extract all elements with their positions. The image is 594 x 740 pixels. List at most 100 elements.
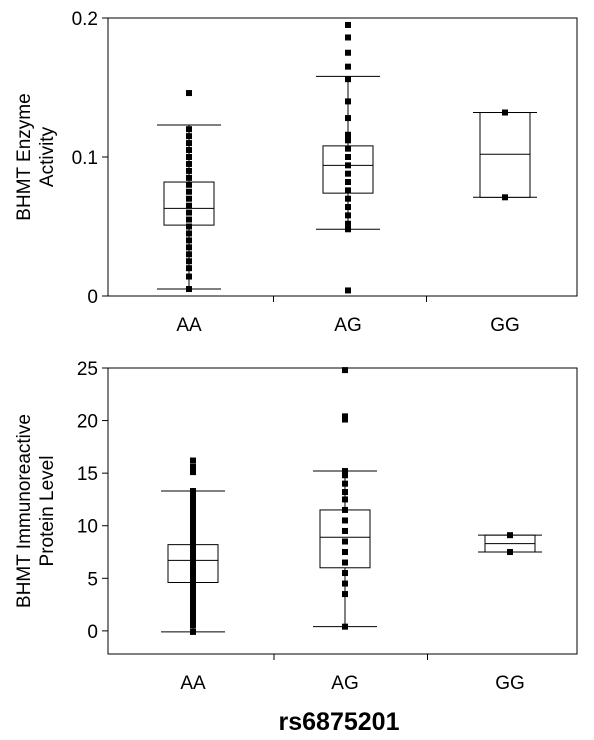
data-point: [186, 147, 192, 154]
data-point: [190, 512, 196, 519]
data-point: [186, 160, 192, 167]
data-point: [186, 167, 192, 174]
y-tick-label: 0: [87, 287, 98, 308]
data-point: [342, 623, 348, 630]
data-point: [190, 617, 196, 624]
x-tick-label: AG: [331, 673, 358, 694]
data-point: [345, 162, 351, 169]
data-point: [186, 154, 192, 160]
y-tick-label: 15: [77, 464, 98, 485]
data-point: [186, 133, 192, 140]
data-point: [186, 188, 192, 195]
data-point: [342, 480, 348, 487]
data-point: [190, 506, 196, 513]
enzyme-activity-panel: 0 0.1 0.2 AA AG GG BHMT Enzyme Activity: [14, 9, 578, 336]
x-tick-label: GG: [490, 315, 520, 336]
data-point: [186, 140, 192, 147]
data-point: [342, 538, 348, 545]
box-gg: [473, 109, 537, 201]
data-point: [342, 517, 348, 524]
y-tick-label: 0.2: [72, 9, 98, 30]
data-point: [345, 195, 351, 202]
box-gg: [478, 532, 542, 556]
data-point: [186, 273, 192, 280]
data-point: [345, 179, 351, 186]
data-point: [190, 580, 196, 587]
data-point: [190, 549, 196, 556]
data-point: [342, 570, 348, 577]
data-point: [190, 533, 196, 540]
data-point: [190, 491, 196, 498]
data-point: [186, 209, 192, 216]
data-point: [342, 506, 348, 513]
data-point: [345, 287, 351, 294]
data-point: [186, 90, 192, 97]
data-point: [190, 469, 196, 476]
data-point: [186, 251, 192, 258]
data-point: [186, 258, 192, 265]
data-point: [190, 554, 196, 561]
protein-level-panel: 0 5 10 15 20 25 AA AG GG BHMT Immunoreactive Prote…: [14, 359, 578, 694]
data-point: [190, 606, 196, 613]
y-axis-label-line: Activity: [37, 126, 58, 187]
data-point: [345, 154, 351, 160]
data-point: [190, 517, 196, 524]
data-point: [345, 137, 351, 144]
iqr-box: [322, 145, 374, 194]
y-axis-label-line: BHMT Immunoreactive: [14, 414, 35, 608]
data-point: [345, 212, 351, 219]
data-point: [190, 522, 196, 529]
x-tick-label: GG: [495, 673, 525, 694]
data-point: [345, 76, 351, 83]
data-point: [186, 202, 192, 209]
data-point: [342, 468, 348, 475]
data-point: [190, 538, 196, 545]
y-tick-label: 25: [77, 359, 98, 380]
data-point: [345, 226, 351, 233]
data-point: [345, 115, 351, 122]
data-point: [345, 145, 351, 152]
x-tick-label: AA: [176, 315, 202, 336]
data-point: [345, 63, 351, 70]
data-point: [190, 612, 196, 619]
iqr-box: [479, 112, 531, 198]
x-tick-label: AG: [334, 315, 361, 336]
data-point: [502, 194, 508, 201]
data-point: [342, 472, 348, 479]
data-point: [190, 570, 196, 577]
data-point: [345, 170, 351, 177]
data-point: [190, 564, 196, 571]
data-point: [507, 532, 513, 539]
y-axis-label: BHMT Immunoreactive Protein Level: [14, 414, 58, 608]
figure-xlabel: rs6875201: [279, 708, 400, 736]
data-point: [502, 109, 508, 116]
data-point: [342, 549, 348, 556]
data-point: [190, 527, 196, 534]
data-point: [342, 559, 348, 566]
y-tick-label: 5: [87, 569, 98, 590]
data-point: [190, 501, 196, 508]
data-point: [190, 496, 196, 503]
data-point: [507, 549, 513, 556]
data-point: [345, 21, 351, 28]
data-point: [186, 195, 192, 202]
data-point: [342, 527, 348, 534]
data-point: [342, 416, 348, 423]
data-point: [190, 488, 196, 495]
data-point: [186, 223, 192, 230]
data-point: [190, 543, 196, 550]
y-axis-label: BHMT Enzyme Activity: [14, 93, 58, 220]
data-point: [342, 413, 348, 420]
data-point: [345, 34, 351, 41]
data-point: [345, 204, 351, 211]
data-point: [190, 457, 196, 464]
data-point: [342, 496, 348, 503]
data-point: [186, 230, 192, 237]
data-point: [186, 244, 192, 251]
data-point: [190, 622, 196, 629]
y-tick-label: 0: [87, 622, 98, 643]
data-point: [186, 181, 192, 188]
data-point: [345, 220, 351, 227]
y-axis-label-line: Protein Level: [37, 456, 58, 567]
